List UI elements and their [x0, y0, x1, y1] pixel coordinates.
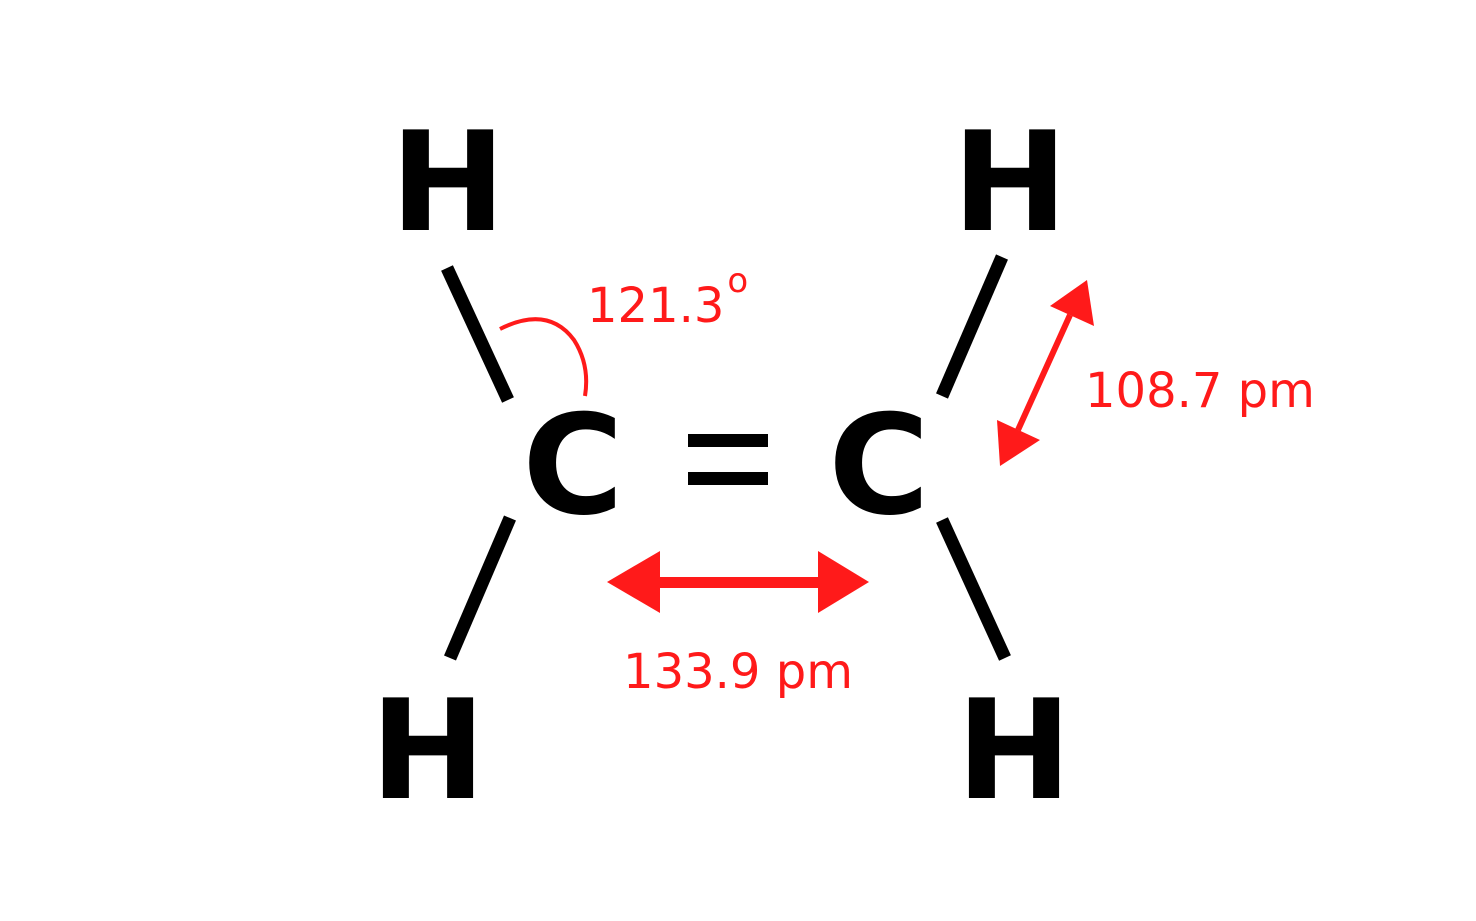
bond-c-h-top-left — [441, 265, 514, 403]
atom-c-right: C — [828, 385, 929, 546]
atom-h-bottom-right: H — [956, 670, 1072, 831]
atom-h-top-left: H — [390, 102, 506, 263]
atom-h-bottom-left: H — [370, 670, 486, 831]
arrowhead-top — [1050, 280, 1094, 326]
single-bonds — [441, 254, 1011, 661]
bond-angle-arc — [499, 317, 589, 397]
bond-c-h-top-right — [936, 254, 1008, 399]
bond-c-h-bottom-right — [936, 517, 1011, 661]
cc-length-label: 133.9 pm — [623, 644, 853, 700]
atom-h-top-right: H — [952, 102, 1068, 263]
ch-length-arrow — [997, 280, 1094, 466]
cc-length-arrow — [607, 551, 869, 613]
ch-length-label: 108.7 pm — [1085, 363, 1315, 419]
degree-symbol: o — [727, 261, 748, 301]
atom-c-left: C — [522, 385, 623, 546]
bond-angle-text: 121.3o — [587, 261, 748, 334]
arrowhead-left — [607, 551, 660, 613]
double-bond — [688, 434, 768, 485]
bond-c-h-bottom-left — [444, 515, 516, 661]
arrowhead-right — [818, 551, 869, 613]
bond-angle-label: 121.3 — [587, 278, 724, 334]
arrowhead-bottom — [997, 420, 1040, 466]
